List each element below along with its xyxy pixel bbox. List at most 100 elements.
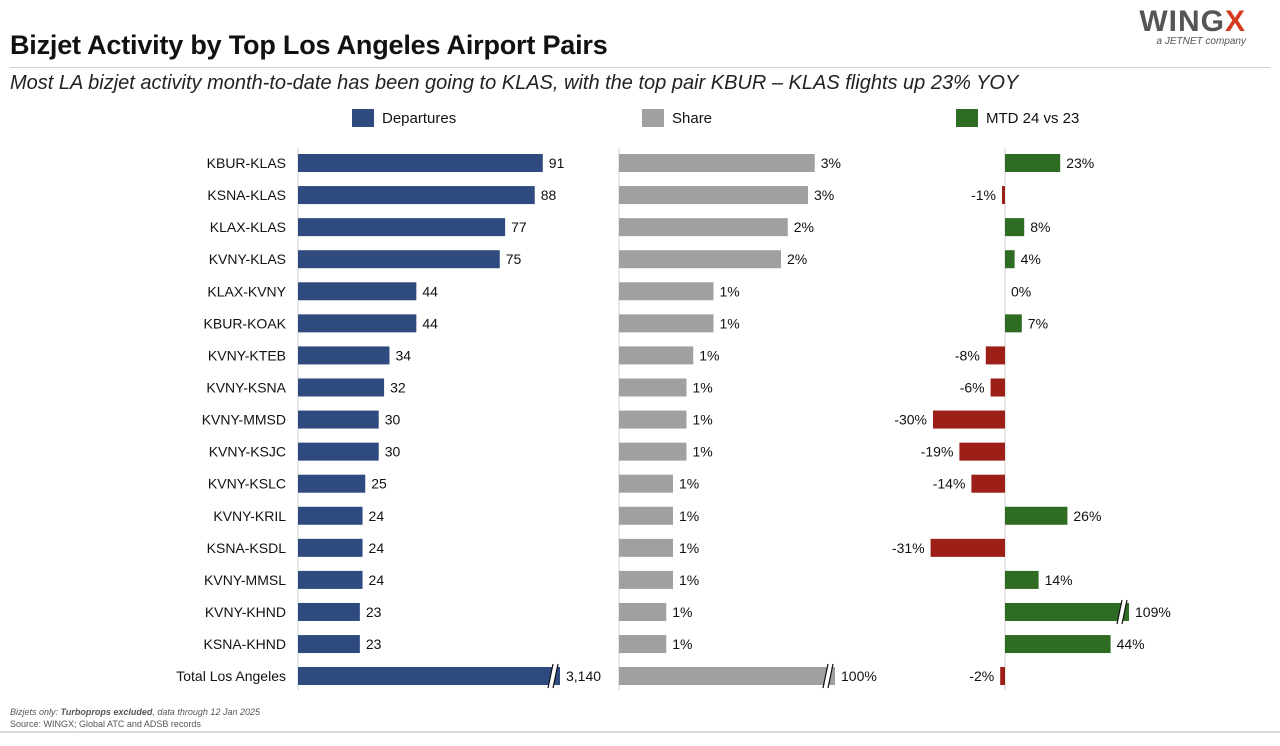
category-label: KBUR-KLAS	[207, 155, 286, 171]
share-value-label: 1%	[672, 604, 692, 620]
share-value-label: 1%	[672, 636, 692, 652]
share-bar	[619, 378, 687, 397]
mtd-bar	[990, 378, 1005, 397]
category-label: KVNY-MMSD	[202, 412, 286, 428]
mtd-value-label: -2%	[969, 668, 994, 684]
departures-value-label: 25	[371, 476, 387, 492]
departures-value-label: 30	[385, 412, 401, 428]
mtd-bar	[1005, 314, 1022, 333]
mtd-value-label: 23%	[1066, 155, 1094, 171]
share-bar	[619, 282, 714, 301]
mtd-value-label: 26%	[1073, 508, 1101, 524]
mtd-bar	[971, 474, 1005, 493]
share-bar	[619, 410, 687, 429]
departures-value-label: 32	[390, 379, 406, 395]
category-label: KLAX-KVNY	[207, 283, 286, 299]
mtd-bar	[1000, 667, 1005, 685]
category-label: KVNY-KTEB	[208, 347, 286, 363]
axis-break-mark	[1116, 599, 1128, 625]
title-divider	[10, 67, 1270, 68]
departures-value-label: 91	[549, 155, 565, 171]
departures-bar	[298, 218, 506, 237]
departures-bar	[298, 282, 417, 301]
mtd-value-label: -14%	[933, 476, 966, 492]
category-label: KSNA-KLAS	[207, 187, 286, 203]
departures-bar	[298, 602, 360, 621]
category-label: KLAX-KLAS	[210, 219, 286, 235]
share-value-label: 1%	[679, 476, 699, 492]
mtd-value-label: -6%	[960, 379, 985, 395]
departures-bar	[298, 538, 363, 557]
departures-bar	[298, 506, 363, 525]
legend-mtd: MTD 24 vs 23	[956, 109, 1079, 127]
logo-tagline: a JETNET company	[1156, 36, 1246, 47]
category-label: KVNY-KSLC	[208, 476, 286, 492]
share-value-label: 1%	[679, 540, 699, 556]
mtd-bar	[1002, 186, 1005, 205]
share-bar	[619, 218, 788, 237]
share-value-label: 1%	[679, 508, 699, 524]
mtd-value-label: -30%	[894, 412, 927, 428]
mtd-bar	[1005, 218, 1025, 237]
category-label: Total Los Angeles	[176, 668, 286, 684]
mtd-value-label: 4%	[1021, 251, 1041, 267]
departures-value-label: 44	[422, 283, 438, 299]
share-bar	[619, 667, 835, 685]
footnote-line-1: Bizjets only: Turboprops excluded, data …	[10, 707, 260, 717]
share-bar	[619, 186, 808, 205]
departures-bar	[298, 667, 560, 685]
departures-value-label: 88	[541, 187, 557, 203]
share-value-label: 2%	[787, 251, 807, 267]
share-bar	[619, 474, 673, 493]
mtd-value-label: 109%	[1135, 604, 1171, 620]
legend-swatch-share	[642, 109, 664, 127]
legend-swatch-mtd	[956, 109, 978, 127]
departures-value-label: 34	[395, 347, 411, 363]
departures-bar	[298, 410, 379, 429]
departures-value-label: 23	[366, 604, 382, 620]
category-label: KSNA-KHND	[204, 636, 286, 652]
share-bar	[619, 442, 687, 461]
departures-bar	[298, 154, 543, 172]
share-bar	[619, 570, 673, 589]
share-value-label: 1%	[693, 379, 713, 395]
footnote-source: Source: WINGX; Global ATC and ADSB recor…	[10, 719, 201, 729]
departures-value-label: 24	[369, 508, 385, 524]
legend-share: Share	[642, 109, 712, 127]
departures-value-label: 75	[506, 251, 522, 267]
share-bar	[619, 250, 781, 269]
share-value-label: 3%	[814, 187, 834, 203]
mtd-value-label: 0%	[1011, 283, 1031, 299]
departures-bar	[298, 635, 360, 654]
departures-bar	[298, 186, 535, 205]
legend-swatch-departures	[352, 109, 374, 127]
footnote: Bizjets only: Turboprops excluded, data …	[10, 706, 260, 730]
departures-value-label: 23	[366, 636, 382, 652]
mtd-bar	[985, 346, 1005, 365]
share-bar	[619, 314, 714, 333]
mtd-bar	[1005, 570, 1039, 589]
legend-label-mtd: MTD 24 vs 23	[986, 109, 1080, 127]
category-label: KVNY-KSNA	[206, 379, 286, 395]
share-bar	[619, 506, 673, 525]
bottom-divider	[0, 731, 1280, 733]
departures-value-label: 3,140	[566, 668, 601, 684]
page-subtitle: Most LA bizjet activity month-to-date ha…	[10, 72, 1019, 94]
departures-bar	[298, 378, 385, 397]
mtd-value-label: 7%	[1028, 315, 1048, 331]
mtd-value-label: -19%	[921, 444, 954, 460]
share-bar	[619, 602, 667, 621]
departures-bar	[298, 474, 366, 493]
share-value-label: 1%	[720, 315, 740, 331]
logo-wordmark: WINGX	[1139, 5, 1246, 38]
departures-value-label: 30	[385, 444, 401, 460]
departures-value-label: 77	[511, 219, 527, 235]
category-label: KBUR-KOAK	[204, 315, 287, 331]
mtd-bar	[930, 538, 1005, 557]
category-label: KSNA-KSDL	[207, 540, 287, 556]
share-value-label: 2%	[794, 219, 814, 235]
category-label: KVNY-KLAS	[209, 251, 286, 267]
mtd-bar	[1005, 506, 1068, 525]
share-value-label: 1%	[693, 444, 713, 460]
mtd-value-label: -1%	[971, 187, 996, 203]
